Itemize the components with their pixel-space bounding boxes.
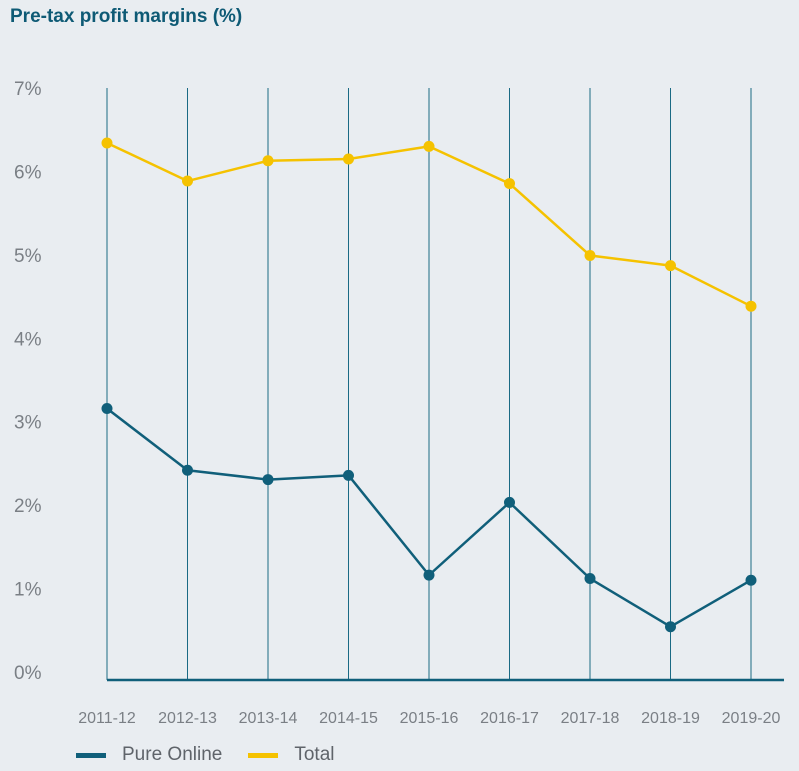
x-tick-label: 2013-14 (239, 710, 298, 727)
data-point-pure-online (101, 403, 113, 415)
data-point-pure-online (182, 464, 193, 476)
data-point-total (584, 249, 596, 261)
data-point-pure-online (343, 469, 354, 481)
x-tick-label: 2015-16 (400, 710, 459, 727)
y-tick-label: 4% (14, 329, 42, 350)
data-point-total (665, 260, 676, 272)
data-point-total (745, 300, 757, 312)
chart-legend: Pure Online Total (76, 744, 334, 766)
data-point-pure-online (584, 573, 596, 585)
data-point-pure-online (745, 574, 757, 586)
y-tick-label: 1% (14, 580, 42, 601)
x-tick-label: 2017-18 (561, 710, 620, 727)
data-point-pure-online (665, 621, 676, 633)
y-tick-label: 3% (14, 413, 42, 434)
chart-title: Pre-tax profit margins (%) (10, 6, 243, 27)
x-tick-label: 2019-20 (722, 710, 781, 727)
data-point-total (504, 178, 515, 190)
y-tick-label: 0% (14, 663, 42, 684)
data-point-pure-online (262, 474, 274, 486)
legend-label-total: Total (294, 744, 335, 765)
legend-item-total: Total (248, 744, 334, 766)
data-point-total (101, 137, 113, 149)
y-tick-label: 5% (14, 246, 42, 267)
data-point-total (262, 155, 274, 167)
data-point-pure-online (504, 496, 515, 508)
y-tick-label: 6% (14, 162, 42, 183)
data-point-total (182, 175, 193, 187)
y-tick-label: 2% (14, 496, 42, 517)
x-tick-label: 2018-19 (641, 710, 700, 727)
legend-swatch-pure-online (76, 752, 106, 758)
x-tick-label: 2011-12 (78, 710, 136, 727)
data-point-pure-online (423, 569, 435, 581)
x-tick-label: 2014-15 (319, 710, 378, 727)
legend-label-pure-online: Pure Online (122, 744, 223, 765)
x-tick-label: 2016-17 (480, 710, 539, 727)
legend-item-pure-online: Pure Online (76, 744, 222, 766)
legend-swatch-total (248, 752, 279, 758)
x-tick-label: 2012-13 (158, 710, 217, 727)
y-tick-label: 7% (14, 79, 42, 100)
data-point-total (343, 153, 354, 165)
data-point-total (423, 140, 435, 152)
